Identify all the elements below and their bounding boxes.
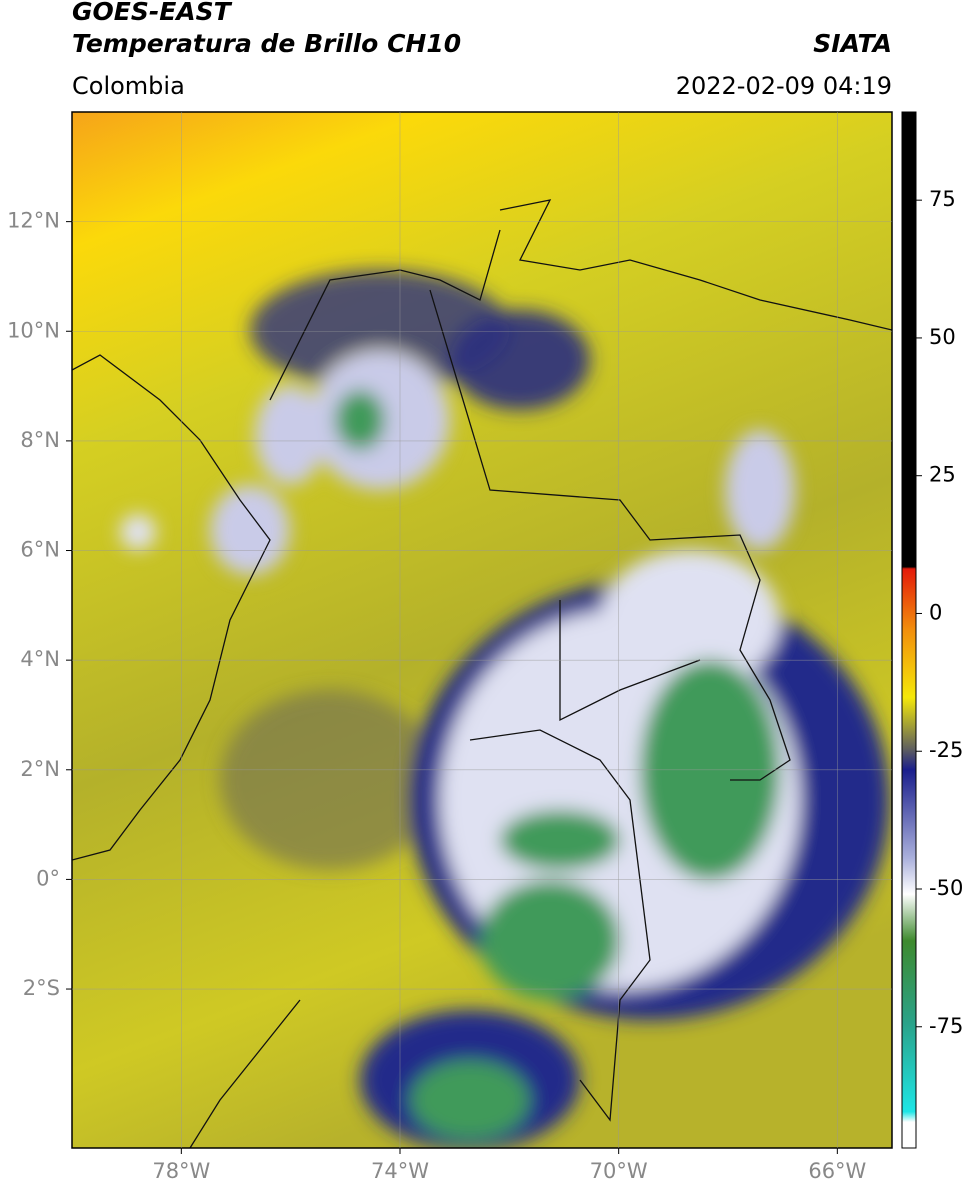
colorbar-tick-label: -25 — [929, 738, 963, 762]
colorbar — [901, 111, 917, 1149]
region: Colombia — [72, 72, 185, 100]
colorbar-tick-label: 50 — [929, 325, 956, 349]
colorbar-tick-label: 0 — [929, 600, 942, 624]
satellite-image — [72, 112, 892, 1148]
colorbar-tick-label: 25 — [929, 463, 956, 487]
datetime: 2022-02-09 04:19 — [676, 72, 892, 100]
y-tick-label: 6°N — [20, 538, 60, 562]
map-frame — [71, 111, 893, 1149]
source: SIATA — [813, 29, 892, 58]
y-tick-label: 0° — [36, 866, 60, 890]
y-tick-label: 2°S — [23, 976, 60, 1000]
x-tick-label: 66°W — [808, 1159, 866, 1183]
y-tick-label: 4°N — [20, 647, 60, 671]
y-tick-label: 12°N — [7, 209, 60, 233]
x-tick-label: 78°W — [152, 1159, 210, 1183]
x-tick-label: 70°W — [590, 1159, 648, 1183]
colorbar-tick-label: -75 — [929, 1014, 963, 1038]
y-tick-label: 10°N — [7, 318, 60, 342]
y-tick-label: 8°N — [20, 428, 60, 452]
satellite: GOES-EAST — [72, 0, 233, 26]
colorbar-tick-label: -50 — [929, 876, 963, 900]
x-tick-label: 74°W — [371, 1159, 429, 1183]
product: Temperatura de Brillo CH10 — [72, 29, 461, 58]
colorbar-tick-label: 75 — [929, 187, 956, 211]
y-tick-label: 2°N — [20, 757, 60, 781]
